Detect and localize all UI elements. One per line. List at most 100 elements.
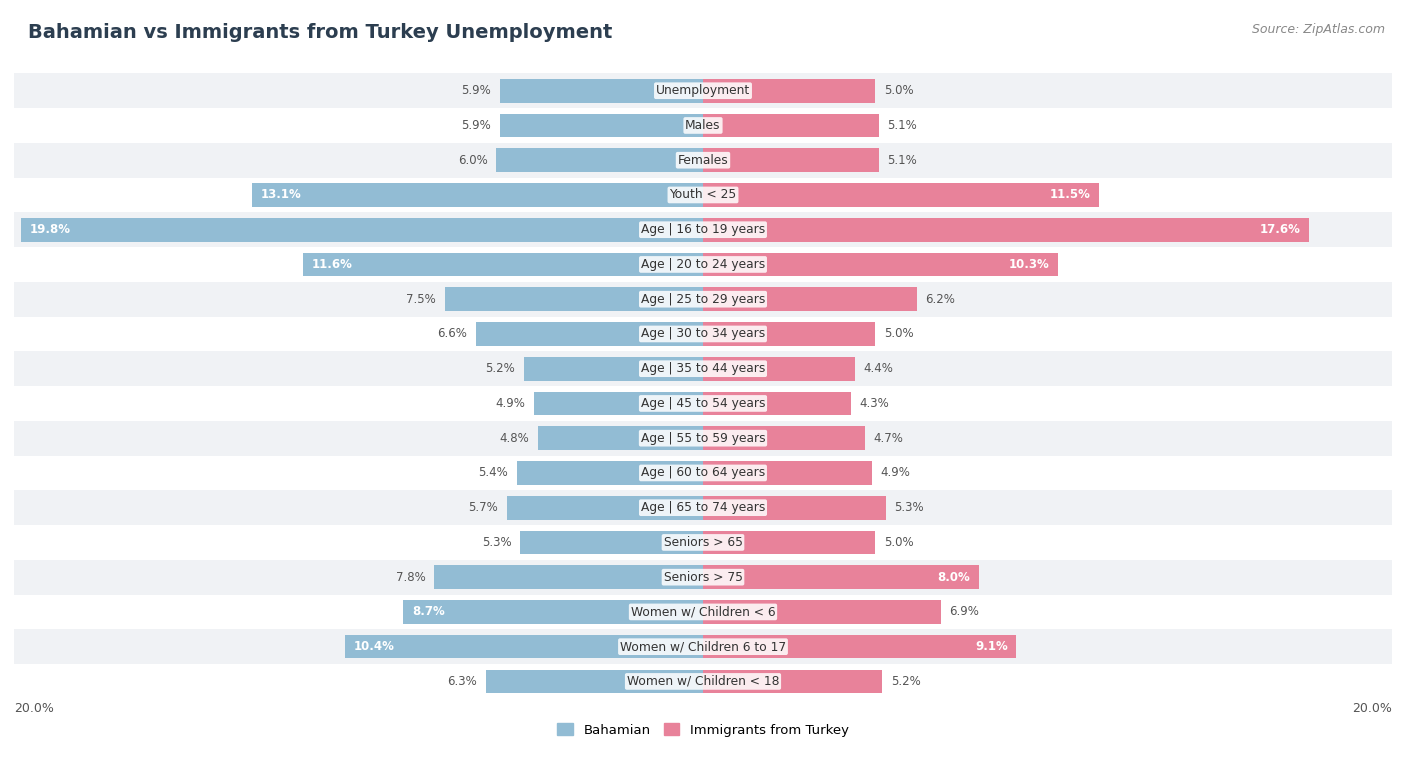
Bar <box>703 322 875 346</box>
Text: 7.8%: 7.8% <box>396 571 426 584</box>
Text: 9.1%: 9.1% <box>976 640 1008 653</box>
Text: 5.0%: 5.0% <box>884 328 914 341</box>
Text: 5.2%: 5.2% <box>891 675 921 688</box>
Legend: Bahamian, Immigrants from Turkey: Bahamian, Immigrants from Turkey <box>551 718 855 742</box>
Text: 5.3%: 5.3% <box>482 536 512 549</box>
Text: 4.3%: 4.3% <box>859 397 890 410</box>
Text: Age | 30 to 34 years: Age | 30 to 34 years <box>641 328 765 341</box>
Text: Age | 55 to 59 years: Age | 55 to 59 years <box>641 431 765 444</box>
Bar <box>703 79 875 102</box>
Text: 5.9%: 5.9% <box>461 84 491 97</box>
Text: Bahamian vs Immigrants from Turkey Unemployment: Bahamian vs Immigrants from Turkey Unemp… <box>28 23 613 42</box>
Text: 19.8%: 19.8% <box>30 223 70 236</box>
Text: 5.9%: 5.9% <box>461 119 491 132</box>
Bar <box>14 491 1392 525</box>
Text: Age | 16 to 19 years: Age | 16 to 19 years <box>641 223 765 236</box>
Text: 5.4%: 5.4% <box>478 466 509 479</box>
Text: 6.9%: 6.9% <box>949 606 979 618</box>
Bar <box>499 114 703 137</box>
Bar <box>534 391 703 416</box>
Bar <box>14 456 1392 491</box>
Bar <box>14 108 1392 143</box>
Bar <box>520 531 703 554</box>
Text: 6.2%: 6.2% <box>925 293 955 306</box>
Text: 10.4%: 10.4% <box>353 640 394 653</box>
Text: Age | 45 to 54 years: Age | 45 to 54 years <box>641 397 765 410</box>
Bar <box>14 178 1392 212</box>
Bar <box>499 79 703 102</box>
Bar <box>14 316 1392 351</box>
Bar <box>703 288 917 311</box>
Bar <box>486 670 703 693</box>
Bar <box>444 288 703 311</box>
Text: 8.0%: 8.0% <box>938 571 970 584</box>
Bar <box>14 664 1392 699</box>
Bar <box>304 253 703 276</box>
Text: 4.4%: 4.4% <box>863 362 893 375</box>
Bar <box>703 391 851 416</box>
Text: Seniors > 65: Seniors > 65 <box>664 536 742 549</box>
Bar <box>14 351 1392 386</box>
Bar <box>14 560 1392 594</box>
Text: Age | 65 to 74 years: Age | 65 to 74 years <box>641 501 765 514</box>
Bar <box>404 600 703 624</box>
Text: Youth < 25: Youth < 25 <box>669 188 737 201</box>
Bar <box>14 386 1392 421</box>
Bar <box>14 525 1392 560</box>
Text: Women w/ Children < 18: Women w/ Children < 18 <box>627 675 779 688</box>
Bar <box>703 148 879 172</box>
Bar <box>703 565 979 589</box>
Bar <box>475 322 703 346</box>
Bar <box>524 357 703 381</box>
Bar <box>703 253 1057 276</box>
Text: Unemployment: Unemployment <box>655 84 751 97</box>
Text: Females: Females <box>678 154 728 167</box>
Text: 8.7%: 8.7% <box>412 606 444 618</box>
Text: 5.1%: 5.1% <box>887 119 917 132</box>
Text: 5.0%: 5.0% <box>884 536 914 549</box>
Bar <box>14 212 1392 247</box>
Text: 20.0%: 20.0% <box>1353 702 1392 715</box>
Text: 4.9%: 4.9% <box>880 466 910 479</box>
Bar <box>703 461 872 484</box>
Bar <box>252 183 703 207</box>
Text: Males: Males <box>685 119 721 132</box>
Text: 5.0%: 5.0% <box>884 84 914 97</box>
Bar <box>703 114 879 137</box>
Bar <box>703 496 886 519</box>
Text: 4.9%: 4.9% <box>496 397 526 410</box>
Bar <box>14 247 1392 282</box>
Text: 5.2%: 5.2% <box>485 362 515 375</box>
Text: 11.5%: 11.5% <box>1050 188 1091 201</box>
Bar <box>703 183 1099 207</box>
Text: Seniors > 75: Seniors > 75 <box>664 571 742 584</box>
Bar <box>703 426 865 450</box>
Text: 5.7%: 5.7% <box>468 501 498 514</box>
Bar <box>703 635 1017 659</box>
Text: 17.6%: 17.6% <box>1260 223 1301 236</box>
Text: Age | 35 to 44 years: Age | 35 to 44 years <box>641 362 765 375</box>
Bar <box>14 629 1392 664</box>
Bar <box>14 594 1392 629</box>
Text: 4.7%: 4.7% <box>873 431 904 444</box>
Text: 13.1%: 13.1% <box>260 188 301 201</box>
Text: 6.6%: 6.6% <box>437 328 467 341</box>
Bar <box>14 282 1392 316</box>
Bar <box>537 426 703 450</box>
Bar <box>703 531 875 554</box>
Text: 5.1%: 5.1% <box>887 154 917 167</box>
Text: Age | 25 to 29 years: Age | 25 to 29 years <box>641 293 765 306</box>
Bar <box>14 143 1392 178</box>
Text: 4.8%: 4.8% <box>499 431 529 444</box>
Text: Age | 20 to 24 years: Age | 20 to 24 years <box>641 258 765 271</box>
Bar <box>14 73 1392 108</box>
Text: 10.3%: 10.3% <box>1008 258 1049 271</box>
Bar <box>703 357 855 381</box>
Bar <box>496 148 703 172</box>
Bar <box>21 218 703 241</box>
Bar <box>434 565 703 589</box>
Bar <box>703 600 941 624</box>
Text: 5.3%: 5.3% <box>894 501 924 514</box>
Bar <box>703 218 1309 241</box>
Text: 6.3%: 6.3% <box>447 675 478 688</box>
